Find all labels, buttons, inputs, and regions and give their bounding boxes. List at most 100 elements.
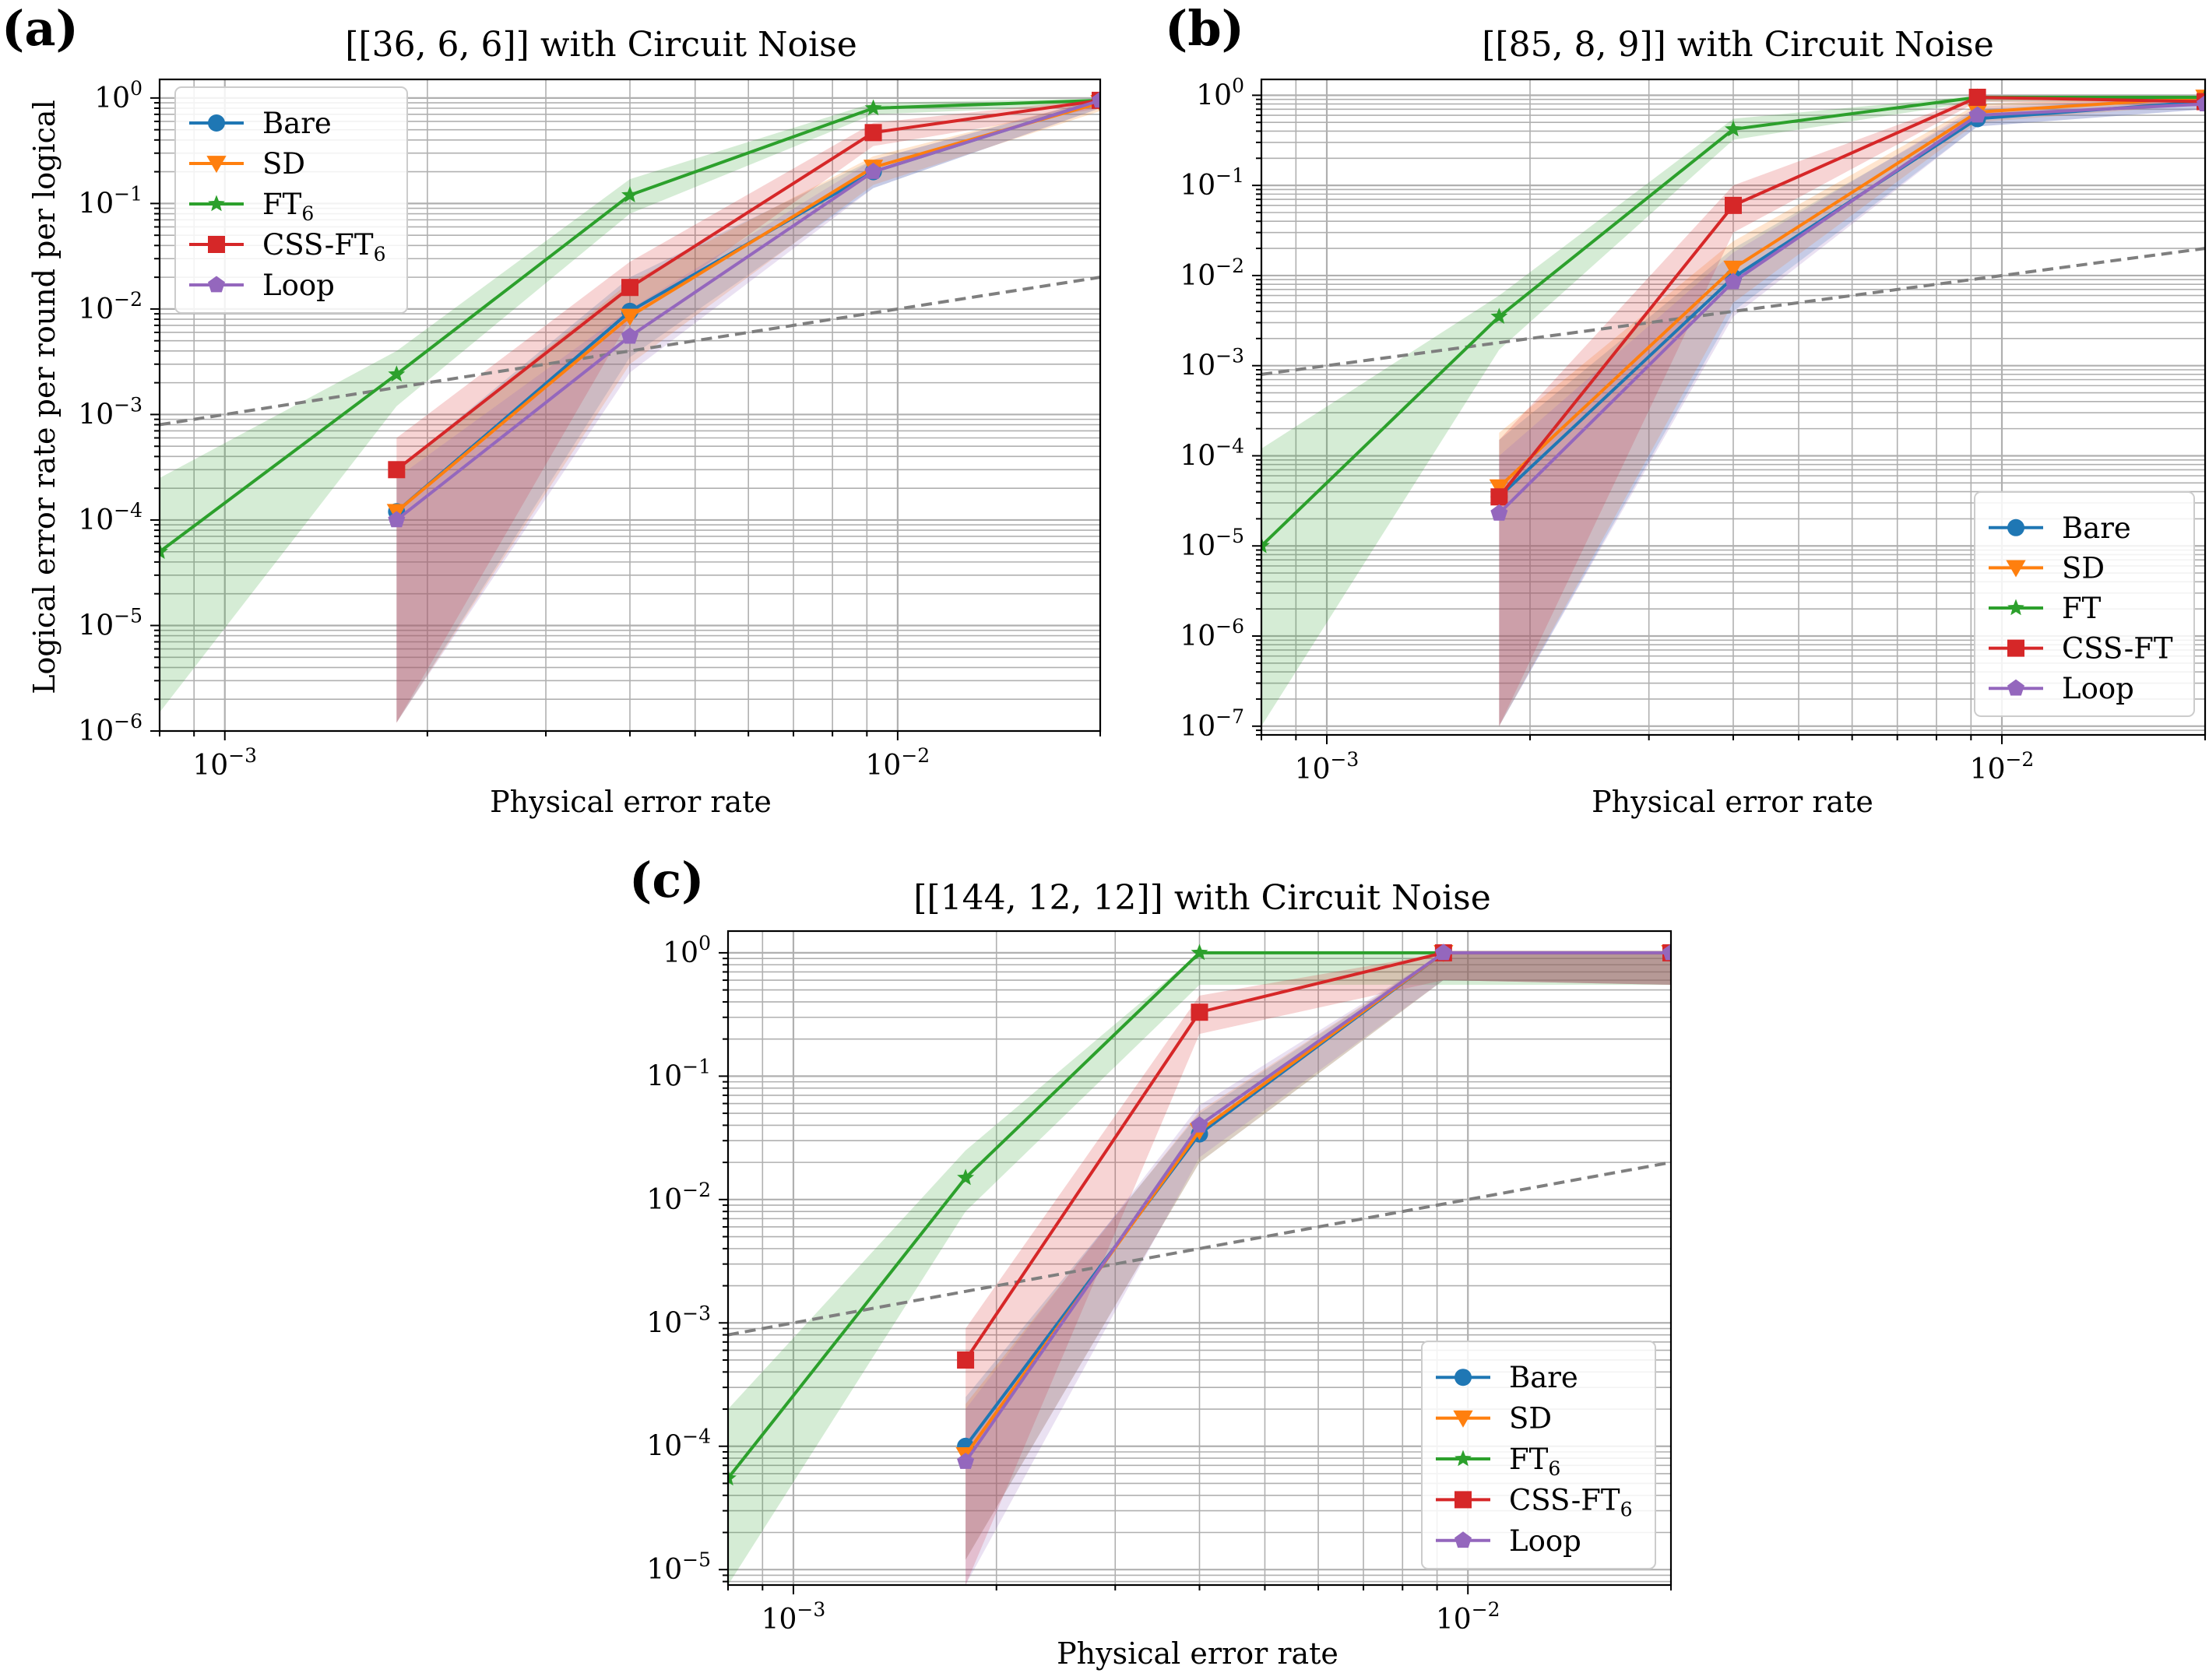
panel-a-title: [[36, 6, 6]] with Circuit Noise xyxy=(345,25,857,65)
legend-marker-ft xyxy=(208,195,225,212)
confidence-band-ft xyxy=(160,98,1100,713)
panel-a: (a) [[36, 6, 6]] with Circuit Noise Phys… xyxy=(2,0,1102,819)
panel-b-letter: (b) xyxy=(1165,0,1244,57)
legend-label-ft: FT6 xyxy=(262,188,314,225)
data-point-loop xyxy=(1662,944,1671,961)
legend-marker-css-ft xyxy=(2007,639,2024,657)
data-point-loop xyxy=(1968,106,1986,123)
x-tick-label: 10−2 xyxy=(1970,748,2035,786)
data-point-css-ft xyxy=(1490,488,1508,506)
data-layer xyxy=(160,91,1100,723)
reference-line xyxy=(160,276,1100,427)
legend-label-sd: SD xyxy=(1509,1402,1552,1436)
legend-marker-sd xyxy=(1453,1410,1473,1428)
legend-box xyxy=(1974,491,2195,717)
x-tick-label: 10−3 xyxy=(762,1598,826,1636)
data-point-sd xyxy=(1489,479,1509,497)
y-tick-label: 10−2 xyxy=(646,1179,711,1216)
panel-b: (b) [[85, 8, 9]] with Circuit Noise Phys… xyxy=(1165,0,2207,819)
y-tick-label: 100 xyxy=(663,932,711,969)
legend-label-loop: Loop xyxy=(2062,672,2134,705)
data-point-loop xyxy=(1092,91,1100,108)
legend-label-bare: Bare xyxy=(1509,1361,1578,1394)
data-layer xyxy=(1261,88,2205,726)
data-point-sd xyxy=(1723,260,1743,278)
legend-label-css-ft: CSS-FT6 xyxy=(262,228,385,265)
series-line-loop xyxy=(396,98,1100,522)
y-tick-label: 10−7 xyxy=(1180,705,1244,743)
data-point-loop xyxy=(388,511,406,528)
y-tick-label: 10−2 xyxy=(1180,255,1244,292)
legend-marker-loop xyxy=(2007,679,2024,696)
legend-marker-bare xyxy=(2007,518,2024,536)
data-point-css-ft xyxy=(957,1351,975,1369)
y-tick-label: 100 xyxy=(94,77,142,114)
y-tick-label: 10−3 xyxy=(78,393,142,431)
data-point-ft xyxy=(1261,536,1270,554)
panel-c-plot-area: 100 10−1 10−2 10−3 10−4 10−5 10−3 10−2 Bare SD FT6… xyxy=(646,930,1673,1636)
data-point-loop xyxy=(957,1452,975,1469)
data-point-loop xyxy=(1434,944,1452,961)
legend: Bare SD FT CSS-FT Loop xyxy=(1974,491,2195,717)
confidence-band-ft xyxy=(728,952,1671,1585)
y-tick-label: 10−1 xyxy=(646,1055,711,1092)
confidence-band-sd xyxy=(1499,95,2205,726)
data-point-ft xyxy=(1191,944,1208,961)
data-point-sd xyxy=(620,308,640,326)
data-point-css-ft xyxy=(1725,196,1742,214)
y-tick-label: 10−5 xyxy=(1180,525,1244,562)
data-point-ft xyxy=(957,1169,975,1186)
data-point-loop xyxy=(1191,1116,1208,1133)
confidence-band-ft xyxy=(1261,95,2205,726)
y-tick-label: 10−6 xyxy=(78,710,142,747)
legend-label-bare: Bare xyxy=(2062,511,2131,545)
panel-c-title: [[144, 12, 12]] with Circuit Noise xyxy=(913,878,1490,918)
data-point-ft xyxy=(728,1469,737,1486)
legend-marker-bare xyxy=(1454,1369,1472,1387)
confidence-band-loop xyxy=(966,952,1671,1585)
data-point-loop xyxy=(2197,95,2205,111)
legend-box xyxy=(174,86,408,314)
panel-a-letter: (a) xyxy=(2,0,79,57)
data-point-css-ft xyxy=(388,461,406,479)
legend-label-css-ft: CSS-FT6 xyxy=(1509,1483,1632,1520)
y-tick-label: 10−3 xyxy=(646,1302,711,1339)
series-line-loop xyxy=(964,951,1671,1463)
data-point-ft xyxy=(160,543,168,560)
panel-c: (c) [[144, 12, 12]] with Circuit Noise P… xyxy=(629,852,1673,1671)
reference-line xyxy=(728,1161,1671,1337)
legend-label-css-ft: CSS-FT xyxy=(2062,632,2173,666)
panel-b-plot-area: 100 10−1 10−2 10−3 10−4 10−5 10−6 10−7 10−3 10−2 B… xyxy=(1180,74,2207,786)
legend-label-ft: FT6 xyxy=(1509,1443,1560,1480)
y-tick-label: 10−1 xyxy=(78,182,142,220)
reference-line xyxy=(1261,247,2205,376)
series-line-sd xyxy=(1497,95,2205,489)
y-tick-label: 10−1 xyxy=(1180,164,1244,202)
legend-label-sd: SD xyxy=(262,147,305,181)
panel-c-xlabel: Physical error rate xyxy=(1057,1636,1338,1671)
legend-marker-bare xyxy=(208,114,225,132)
data-point-css-ft xyxy=(1191,1003,1208,1021)
legend-marker-loop xyxy=(208,276,225,293)
data-point-loop xyxy=(1725,272,1742,290)
legend-box xyxy=(1421,1341,1656,1569)
y-tick-label: 10−5 xyxy=(646,1548,711,1586)
legend-marker-loop xyxy=(1454,1531,1472,1548)
y-tick-label: 10−2 xyxy=(78,288,142,325)
data-point-ft xyxy=(1725,120,1742,137)
legend-label-ft: FT xyxy=(2062,592,2102,625)
panel-a-ylabel: Logical error rate per round per logical xyxy=(27,100,62,694)
panel-a-plot-area: 100 10−1 10−2 10−3 10−4 10−5 10−6 10−3 10−2 Bare S… xyxy=(78,77,1102,782)
confidence-band-css-ft xyxy=(966,952,1671,1585)
x-tick-label: 10−3 xyxy=(1295,748,1360,786)
data-point-css-ft xyxy=(864,124,882,142)
y-tick-label: 10−5 xyxy=(78,604,142,641)
data-point-loop xyxy=(864,163,882,179)
legend-label-loop: Loop xyxy=(1509,1524,1581,1558)
data-point-ft xyxy=(388,365,406,382)
confidence-band-css-ft xyxy=(1499,95,2205,726)
y-tick-label: 100 xyxy=(1196,74,1244,111)
panel-c-letter: (c) xyxy=(629,852,704,909)
